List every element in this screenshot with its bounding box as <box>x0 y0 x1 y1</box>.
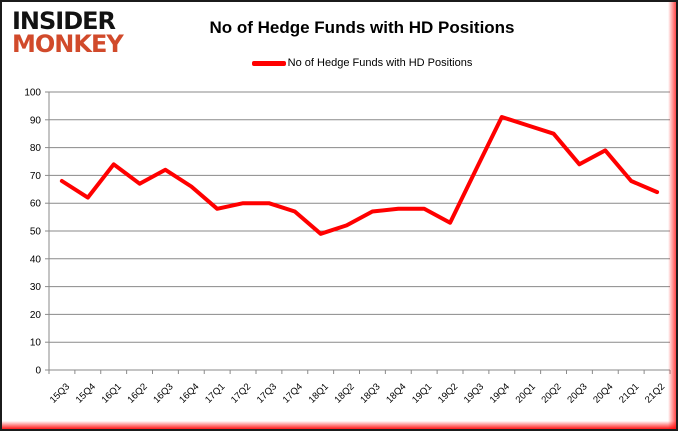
svg-text:20: 20 <box>30 310 42 321</box>
svg-text:50: 50 <box>30 227 42 238</box>
svg-text:18Q2: 18Q2 <box>332 381 356 405</box>
legend-line-marker <box>251 60 286 66</box>
svg-text:19Q4: 19Q4 <box>488 381 512 405</box>
svg-text:40: 40 <box>30 254 42 265</box>
svg-text:17Q1: 17Q1 <box>203 381 227 405</box>
svg-text:100: 100 <box>24 88 41 99</box>
svg-text:19Q2: 19Q2 <box>436 381 460 405</box>
svg-text:30: 30 <box>30 282 42 293</box>
svg-text:15Q4: 15Q4 <box>74 381 98 405</box>
svg-text:20Q3: 20Q3 <box>565 381 589 405</box>
svg-text:18Q4: 18Q4 <box>384 381 408 405</box>
svg-text:17Q3: 17Q3 <box>255 381 279 405</box>
svg-text:17Q4: 17Q4 <box>281 381 305 405</box>
svg-text:20Q4: 20Q4 <box>591 381 615 405</box>
svg-text:80: 80 <box>30 143 42 154</box>
svg-text:10: 10 <box>30 338 42 349</box>
insider-monkey-logo: INSIDER MONKEY <box>12 7 124 58</box>
svg-text:18Q3: 18Q3 <box>358 381 382 405</box>
svg-text:90: 90 <box>30 115 42 126</box>
svg-text:16Q3: 16Q3 <box>151 381 175 405</box>
svg-text:21Q2: 21Q2 <box>643 381 667 405</box>
svg-text:21Q1: 21Q1 <box>617 381 641 405</box>
svg-text:16Q4: 16Q4 <box>177 381 201 405</box>
svg-text:17Q2: 17Q2 <box>229 381 253 405</box>
svg-text:15Q3: 15Q3 <box>48 381 72 405</box>
svg-text:20Q1: 20Q1 <box>514 381 538 405</box>
svg-text:20Q2: 20Q2 <box>539 381 563 405</box>
legend: No of Hedge Funds with HD Positions <box>142 57 582 69</box>
svg-text:19Q3: 19Q3 <box>462 381 486 405</box>
logo-insider-text: INSIDER <box>12 7 116 35</box>
svg-text:18Q1: 18Q1 <box>307 381 331 405</box>
svg-text:16Q1: 16Q1 <box>100 381 124 405</box>
svg-text:70: 70 <box>30 171 42 182</box>
chart-title: No of Hedge Funds with HD Positions <box>209 18 515 37</box>
svg-text:16Q2: 16Q2 <box>125 381 149 405</box>
svg-text:60: 60 <box>30 199 42 210</box>
logo-monkey-text: MONKEY <box>12 29 124 58</box>
legend-label: No of Hedge Funds with HD Positions <box>287 57 473 69</box>
svg-text:19Q1: 19Q1 <box>410 381 434 405</box>
svg-text:0: 0 <box>35 366 41 377</box>
